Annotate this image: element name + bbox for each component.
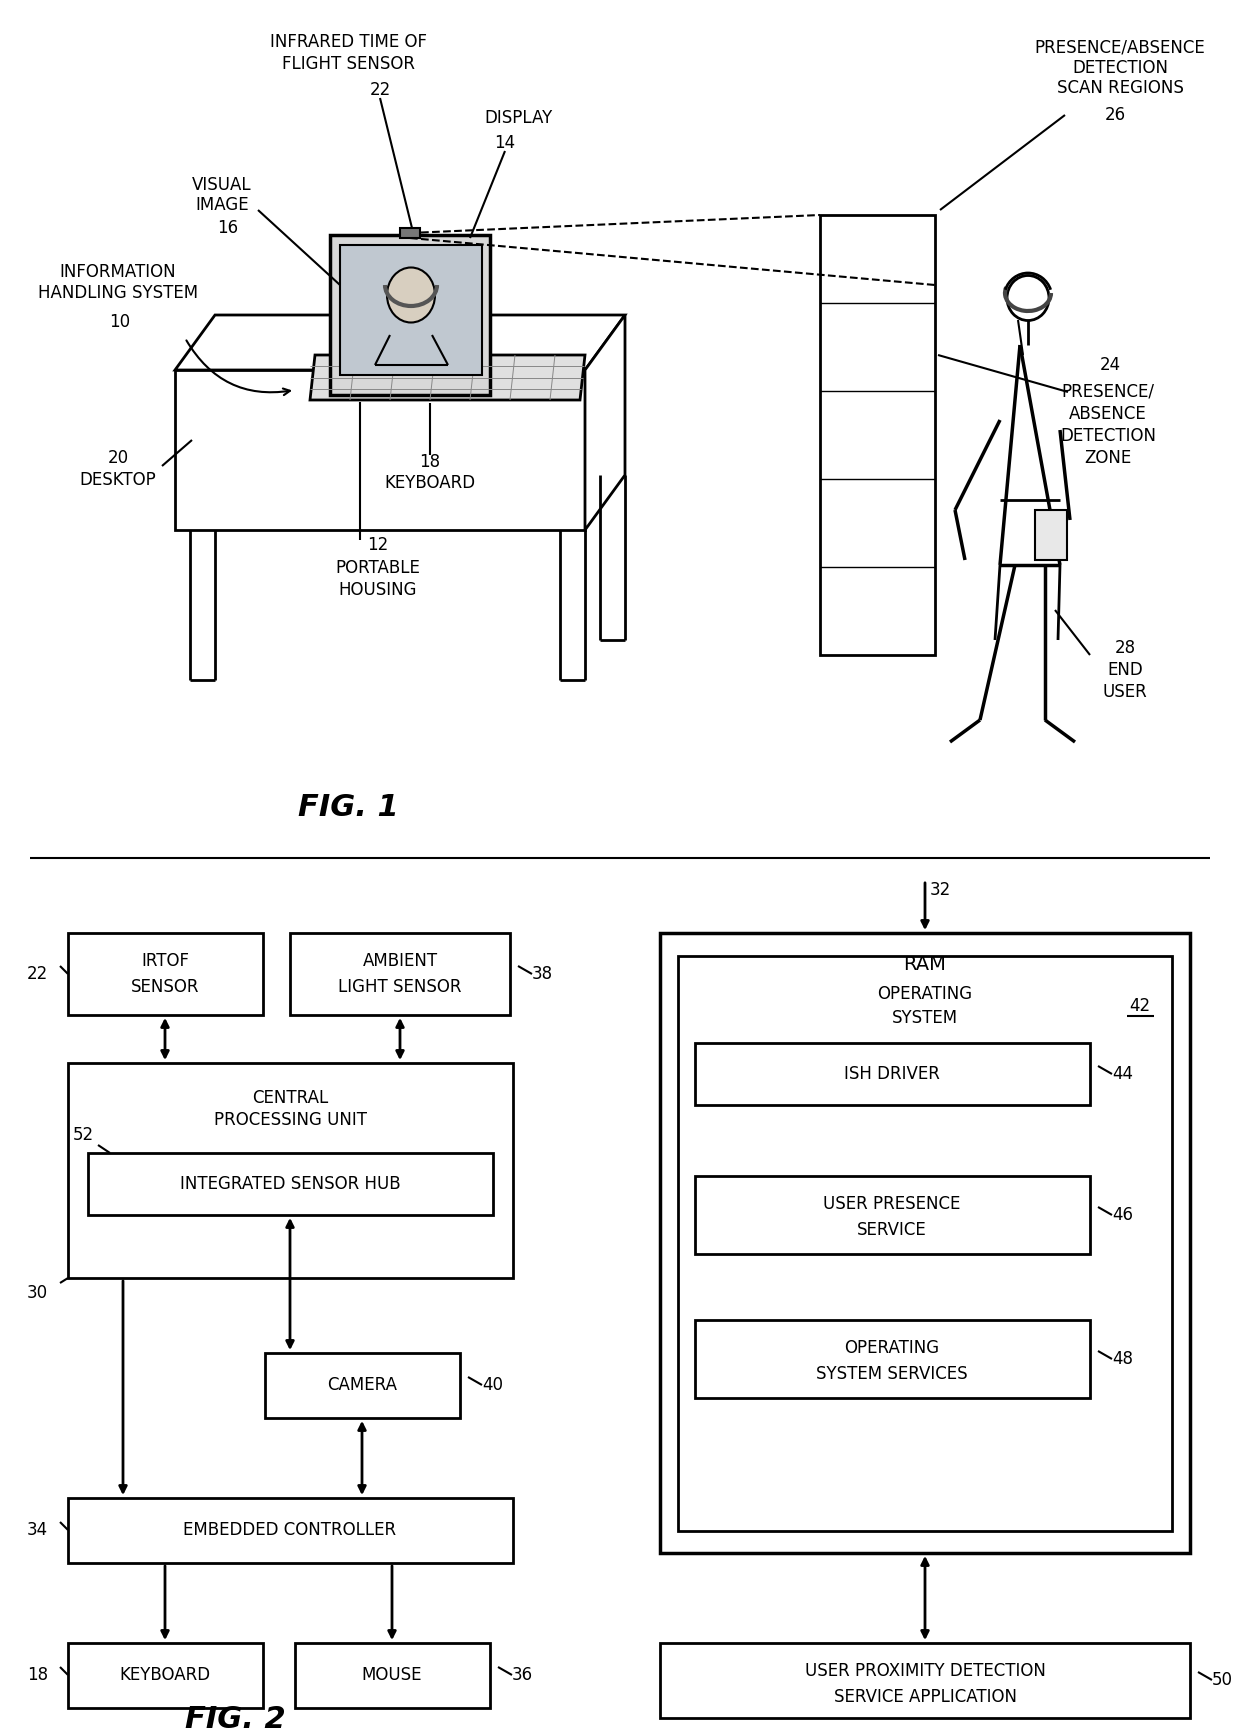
Text: INFRARED TIME OF: INFRARED TIME OF bbox=[269, 33, 427, 50]
Bar bbox=[820, 215, 935, 654]
Bar bbox=[88, 1153, 494, 1215]
Text: MOUSE: MOUSE bbox=[362, 1667, 423, 1684]
Text: 40: 40 bbox=[482, 1377, 503, 1394]
Text: FIG. 2: FIG. 2 bbox=[185, 1705, 285, 1734]
Text: USER PRESENCE: USER PRESENCE bbox=[823, 1194, 961, 1213]
Text: END: END bbox=[1107, 661, 1143, 679]
Bar bbox=[290, 932, 510, 1016]
Polygon shape bbox=[585, 314, 625, 529]
Polygon shape bbox=[175, 314, 625, 370]
Text: ZONE: ZONE bbox=[1084, 450, 1132, 467]
Text: 32: 32 bbox=[929, 880, 951, 899]
Text: DISPLAY: DISPLAY bbox=[484, 109, 552, 127]
Text: ABSENCE: ABSENCE bbox=[1069, 404, 1147, 424]
Text: 10: 10 bbox=[109, 312, 130, 332]
Text: DETECTION: DETECTION bbox=[1060, 427, 1156, 444]
Text: INFORMATION: INFORMATION bbox=[60, 262, 176, 281]
Text: KEYBOARD: KEYBOARD bbox=[384, 474, 476, 491]
Text: EMBEDDED CONTROLLER: EMBEDDED CONTROLLER bbox=[184, 1521, 397, 1540]
Text: 18: 18 bbox=[419, 453, 440, 470]
Text: PORTABLE: PORTABLE bbox=[336, 559, 420, 576]
Text: CENTRAL: CENTRAL bbox=[252, 1088, 329, 1108]
Text: 46: 46 bbox=[1112, 1207, 1133, 1224]
Text: HOUSING: HOUSING bbox=[339, 582, 417, 599]
Text: FIG. 1: FIG. 1 bbox=[298, 793, 398, 823]
Text: 30: 30 bbox=[27, 1285, 48, 1302]
Text: DESKTOP: DESKTOP bbox=[79, 470, 156, 490]
Bar bbox=[295, 1642, 490, 1708]
Text: KEYBOARD: KEYBOARD bbox=[119, 1667, 211, 1684]
Polygon shape bbox=[330, 234, 490, 396]
Text: SYSTEM: SYSTEM bbox=[892, 1009, 959, 1028]
Text: USER PROXIMITY DETECTION: USER PROXIMITY DETECTION bbox=[805, 1661, 1045, 1680]
Text: IRTOF: IRTOF bbox=[141, 951, 188, 970]
Text: IMAGE: IMAGE bbox=[195, 196, 249, 214]
Bar bbox=[694, 1319, 1090, 1397]
Text: 50: 50 bbox=[1211, 1672, 1233, 1689]
Bar bbox=[401, 227, 420, 238]
Polygon shape bbox=[310, 354, 585, 399]
Bar bbox=[68, 1498, 513, 1562]
Ellipse shape bbox=[387, 267, 435, 323]
Text: SERVICE: SERVICE bbox=[857, 1220, 926, 1240]
Text: AMBIENT: AMBIENT bbox=[362, 951, 438, 970]
Text: SENSOR: SENSOR bbox=[130, 977, 200, 996]
Bar bbox=[340, 245, 482, 375]
Bar bbox=[694, 1175, 1090, 1253]
Text: PRESENCE/: PRESENCE/ bbox=[1061, 384, 1154, 401]
Text: USER: USER bbox=[1102, 682, 1147, 701]
Bar bbox=[660, 932, 1190, 1554]
Text: DETECTION: DETECTION bbox=[1073, 59, 1168, 76]
Text: SERVICE APPLICATION: SERVICE APPLICATION bbox=[833, 1687, 1017, 1706]
Text: LIGHT SENSOR: LIGHT SENSOR bbox=[339, 977, 461, 996]
Bar bbox=[660, 1642, 1190, 1719]
Text: 16: 16 bbox=[217, 219, 238, 238]
Text: 44: 44 bbox=[1112, 1064, 1133, 1083]
Text: 22: 22 bbox=[370, 82, 391, 99]
Text: 36: 36 bbox=[512, 1667, 533, 1684]
Text: OPERATING: OPERATING bbox=[878, 984, 972, 1003]
Text: 38: 38 bbox=[532, 965, 553, 983]
Text: 28: 28 bbox=[1115, 639, 1136, 656]
Text: VISUAL: VISUAL bbox=[192, 175, 252, 194]
Text: 20: 20 bbox=[108, 450, 129, 467]
Text: 26: 26 bbox=[1105, 106, 1126, 123]
Text: 48: 48 bbox=[1112, 1351, 1133, 1368]
Text: PRESENCE/ABSENCE: PRESENCE/ABSENCE bbox=[1034, 38, 1205, 57]
Text: FLIGHT SENSOR: FLIGHT SENSOR bbox=[281, 56, 414, 73]
Text: 14: 14 bbox=[495, 134, 516, 153]
Ellipse shape bbox=[1007, 276, 1049, 321]
Polygon shape bbox=[175, 370, 585, 529]
Text: SYSTEM SERVICES: SYSTEM SERVICES bbox=[816, 1364, 967, 1384]
Text: ISH DRIVER: ISH DRIVER bbox=[844, 1064, 940, 1083]
Bar bbox=[68, 1062, 513, 1278]
Bar bbox=[265, 1352, 460, 1418]
Bar bbox=[1035, 510, 1066, 561]
Bar bbox=[68, 1642, 263, 1708]
Text: SCAN REGIONS: SCAN REGIONS bbox=[1056, 80, 1183, 97]
Text: 52: 52 bbox=[72, 1127, 93, 1144]
Text: 24: 24 bbox=[1100, 356, 1121, 373]
Text: RAM: RAM bbox=[904, 955, 946, 974]
Bar bbox=[678, 957, 1172, 1531]
Bar bbox=[694, 1043, 1090, 1106]
Text: OPERATING: OPERATING bbox=[844, 1338, 940, 1358]
Text: CAMERA: CAMERA bbox=[327, 1377, 397, 1394]
Text: INTEGRATED SENSOR HUB: INTEGRATED SENSOR HUB bbox=[180, 1175, 401, 1193]
Text: HANDLING SYSTEM: HANDLING SYSTEM bbox=[38, 285, 198, 302]
Text: 18: 18 bbox=[27, 1667, 48, 1684]
Text: 12: 12 bbox=[367, 536, 388, 554]
Bar bbox=[68, 932, 263, 1016]
Text: 42: 42 bbox=[1130, 996, 1151, 1016]
Text: 22: 22 bbox=[27, 965, 48, 983]
Text: PROCESSING UNIT: PROCESSING UNIT bbox=[213, 1111, 367, 1128]
Text: 34: 34 bbox=[27, 1521, 48, 1540]
